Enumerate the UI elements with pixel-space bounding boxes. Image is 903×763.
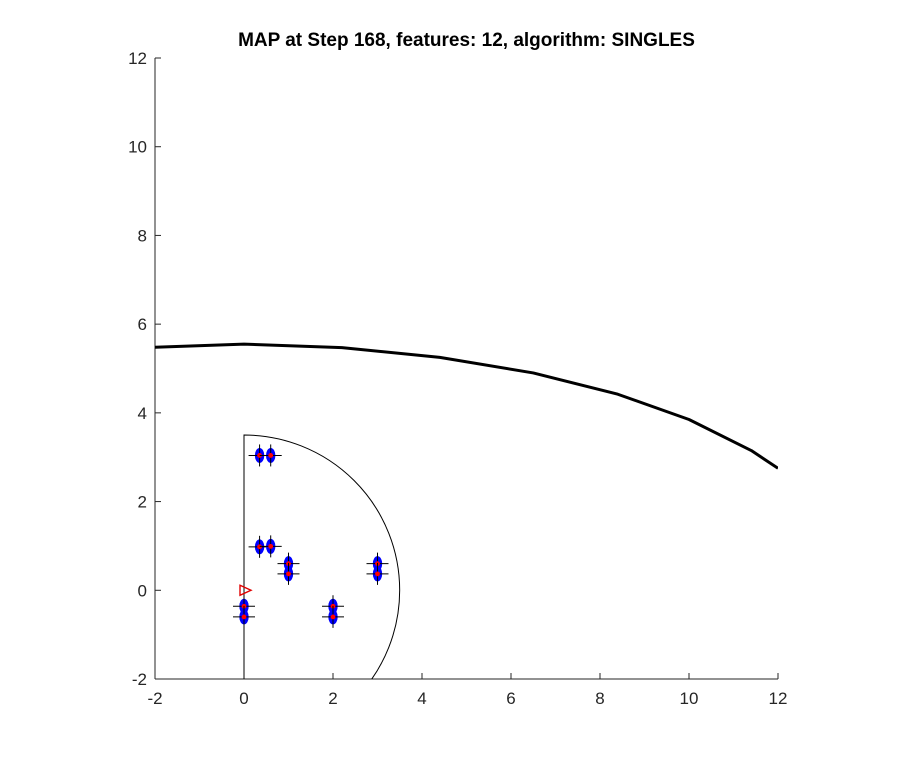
x-tick-label: 2 bbox=[328, 689, 337, 708]
x-tick-label: 0 bbox=[239, 689, 248, 708]
y-tick-label: 10 bbox=[128, 138, 147, 157]
feature-point bbox=[257, 544, 262, 550]
y-tick-label: 4 bbox=[138, 404, 147, 423]
feature-marker bbox=[259, 444, 282, 467]
feature-point bbox=[286, 571, 291, 577]
feature-marker bbox=[366, 562, 389, 585]
feature-marker bbox=[322, 605, 344, 628]
robot-pose-triangle bbox=[239, 584, 253, 597]
x-tick: 4 bbox=[417, 673, 427, 708]
plot-marks bbox=[155, 342, 778, 679]
x-tick-label: -2 bbox=[147, 689, 162, 708]
x-tick: 12 bbox=[769, 673, 788, 708]
trajectory-line bbox=[155, 342, 778, 470]
y-tick-label: 6 bbox=[138, 315, 147, 334]
y-tick: -2 bbox=[132, 670, 161, 689]
plot-area bbox=[155, 342, 778, 679]
y-tick: 4 bbox=[138, 404, 161, 423]
feature-point bbox=[241, 614, 247, 620]
feature-point bbox=[375, 571, 380, 577]
x-tick-label: 4 bbox=[417, 689, 426, 708]
y-tick: 6 bbox=[138, 315, 161, 334]
x-tick: 10 bbox=[680, 673, 699, 708]
feature-point bbox=[257, 453, 262, 458]
x-tick-label: 10 bbox=[680, 689, 699, 708]
feature-point bbox=[268, 453, 274, 458]
feature-marker bbox=[248, 444, 271, 467]
x-tick-label: 6 bbox=[506, 689, 515, 708]
axes: -2 0 2 4 6 8 10 12 -2 0 2 4 6 8 10 12 bbox=[128, 49, 787, 708]
y-tick: 8 bbox=[138, 226, 161, 245]
y-tick: 0 bbox=[138, 581, 161, 600]
x-tick-label: 12 bbox=[769, 689, 788, 708]
x-tick: 6 bbox=[506, 673, 516, 708]
y-tick-label: 12 bbox=[128, 49, 147, 68]
sensor-range-boundary bbox=[243, 434, 401, 679]
feature-marker bbox=[248, 535, 271, 558]
feature-point bbox=[330, 614, 336, 620]
y-tick-label: 2 bbox=[138, 493, 147, 512]
y-tick: 2 bbox=[138, 493, 161, 512]
x-tick-label: 8 bbox=[595, 689, 604, 708]
feature-marker bbox=[233, 605, 255, 628]
feature-marker bbox=[259, 535, 282, 558]
x-tick: -2 bbox=[147, 673, 163, 708]
y-tick: 12 bbox=[128, 49, 161, 68]
y-tick: 10 bbox=[128, 138, 161, 157]
x-tick: 2 bbox=[328, 673, 338, 708]
y-tick-label: -2 bbox=[132, 670, 147, 689]
feature-marker bbox=[277, 562, 300, 585]
x-tick: 8 bbox=[595, 673, 605, 708]
y-tick-label: 0 bbox=[138, 581, 147, 600]
y-tick-label: 8 bbox=[138, 226, 147, 245]
feature-point bbox=[268, 543, 274, 549]
chart-title: MAP at Step 168, features: 12, algorithm… bbox=[238, 30, 695, 51]
